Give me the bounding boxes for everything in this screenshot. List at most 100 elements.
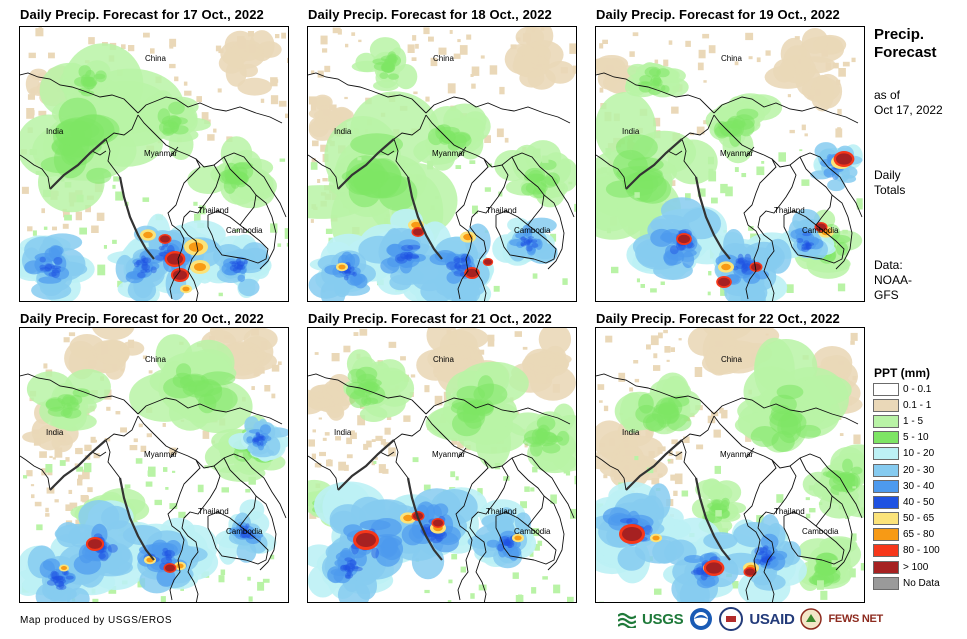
forecast-map-3: China India Myanmar Thailand Cambodia: [595, 26, 865, 302]
sidebar-title: Precip. Forecast: [874, 26, 937, 62]
legend-label: 20 - 30: [903, 464, 935, 476]
legend-label: 65 - 80: [903, 529, 935, 541]
country-borders: [20, 373, 287, 602]
country-borders: [308, 72, 575, 301]
precip-field: [596, 28, 863, 301]
map-label-india: India: [46, 428, 64, 437]
panel-title-2: Daily Precip. Forecast for 18 Oct., 2022: [308, 7, 552, 22]
precip-map-svg: China India Myanmar Thailand Cambodia: [20, 328, 288, 602]
map-label-thailand: Thailand: [486, 507, 517, 516]
map-label-thailand: Thailand: [486, 206, 517, 215]
precip-map-svg: China India Myanmar Thailand Cambodia: [596, 28, 863, 301]
as-of-label: as of: [874, 88, 901, 102]
legend-item: 20 - 30: [873, 462, 940, 478]
map-label-thailand: Thailand: [198, 507, 229, 516]
sidebar-title-line1: Precip.: [874, 26, 925, 43]
legend-item: 30 - 40: [873, 478, 940, 494]
usgs-wave-icon: [618, 612, 636, 628]
sidebar-title-line2: Forecast: [874, 44, 937, 61]
panel-title-3: Daily Precip. Forecast for 19 Oct., 2022: [596, 7, 840, 22]
map-label-china: China: [145, 54, 166, 63]
legend-item: 65 - 80: [873, 527, 940, 543]
country-borders: [596, 373, 863, 602]
noaa-logo-icon: [690, 608, 713, 630]
legend-item: 10 - 20: [873, 446, 940, 462]
legend-label: 80 - 100: [903, 545, 940, 557]
country-borders: [20, 72, 287, 301]
legend-item: 0 - 0.1: [873, 381, 940, 397]
legend-label: No Data: [903, 577, 940, 589]
legend-swatch: [873, 463, 899, 477]
map-label-myanmar: Myanmar: [432, 149, 466, 158]
legend-item: No Data: [873, 575, 940, 591]
fewsnet-logo-text: FEWS NET: [828, 613, 883, 625]
map-label-cambodia: Cambodia: [514, 226, 551, 235]
map-label-china: China: [433, 54, 454, 63]
panel-title-4: Daily Precip. Forecast for 20 Oct., 2022: [20, 311, 264, 326]
precip-field: [308, 328, 576, 602]
legend-swatch: [873, 398, 899, 412]
legend-swatch: [873, 512, 899, 526]
data-source-note: Data: NOAA- GFS: [874, 258, 912, 303]
legend-swatch: [873, 495, 899, 509]
legend-item: 1 - 5: [873, 413, 940, 429]
legend-swatch: [873, 479, 899, 493]
country-borders: [308, 373, 575, 602]
country-borders: [596, 72, 863, 301]
panel-title-6: Daily Precip. Forecast for 22 Oct., 2022: [596, 311, 840, 326]
map-label-cambodia: Cambodia: [226, 226, 263, 235]
legend-swatch: [873, 576, 899, 590]
legend-item: 40 - 50: [873, 494, 940, 510]
legend-swatch: [873, 382, 899, 396]
forecast-map-2: China India Myanmar Thailand Cambodia: [307, 26, 577, 302]
legend-swatch: [873, 544, 899, 558]
map-label-thailand: Thailand: [774, 206, 805, 215]
map-label-china: China: [721, 54, 742, 63]
data-line2: NOAA-: [874, 273, 913, 287]
legend: 0 - 0.1 0.1 - 1 1 - 5 5 - 10 10 - 20 20 - 30 3…: [873, 381, 940, 591]
legend-label: 50 - 65: [903, 513, 935, 525]
map-label-myanmar: Myanmar: [720, 450, 754, 459]
precip-field: [20, 27, 288, 301]
map-label-cambodia: Cambodia: [802, 226, 839, 235]
precip-field: [308, 27, 576, 301]
map-label-china: China: [433, 355, 454, 364]
map-label-india: India: [46, 127, 64, 136]
forecast-map-6: China India Myanmar Thailand Cambodia: [595, 327, 865, 603]
panel-title-1: Daily Precip. Forecast for 17 Oct., 2022: [20, 7, 264, 22]
precip-map-svg: China India Myanmar Thailand Cambodia: [308, 328, 576, 602]
legend-label: 5 - 10: [903, 432, 929, 444]
precip-field: [596, 328, 864, 602]
legend-swatch: [873, 414, 899, 428]
legend-label: 0 - 0.1: [903, 383, 932, 395]
precip-field: [20, 328, 288, 602]
precip-map-svg: China India Myanmar Thailand Cambodia: [20, 27, 288, 301]
legend-item: > 100: [873, 559, 940, 575]
map-label-myanmar: Myanmar: [720, 149, 754, 158]
map-label-china: China: [721, 355, 742, 364]
forecast-map-1: China India Myanmar Thailand Cambodia: [19, 26, 289, 302]
agency-logos: USGS USAID FEWS NET: [618, 605, 883, 633]
legend-title: PPT (mm): [874, 366, 931, 380]
legend-item: 5 - 10: [873, 430, 940, 446]
legend-swatch: [873, 447, 899, 461]
map-label-myanmar: Myanmar: [144, 149, 178, 158]
forecast-map-5: China India Myanmar Thailand Cambodia: [307, 327, 577, 603]
legend-label: 0.1 - 1: [903, 399, 932, 411]
precip-map-svg: China India Myanmar Thailand Cambodia: [596, 328, 864, 602]
data-line1: Data:: [874, 258, 903, 272]
map-label-cambodia: Cambodia: [514, 527, 551, 536]
panel-title-5: Daily Precip. Forecast for 21 Oct., 2022: [308, 311, 552, 326]
legend-label: 30 - 40: [903, 480, 935, 492]
legend-swatch: [873, 528, 899, 542]
as-of-date: as of Oct 17, 2022: [874, 88, 943, 118]
map-label-china: China: [145, 355, 166, 364]
as-of-value: Oct 17, 2022: [874, 103, 943, 117]
precip-map-svg: China India Myanmar Thailand Cambodia: [308, 27, 576, 301]
legend-item: 0.1 - 1: [873, 397, 940, 413]
map-label-india: India: [334, 428, 352, 437]
legend-swatch: [873, 431, 899, 445]
map-label-india: India: [622, 428, 640, 437]
forecast-map-4: China India Myanmar Thailand Cambodia: [19, 327, 289, 603]
map-label-cambodia: Cambodia: [226, 527, 263, 536]
